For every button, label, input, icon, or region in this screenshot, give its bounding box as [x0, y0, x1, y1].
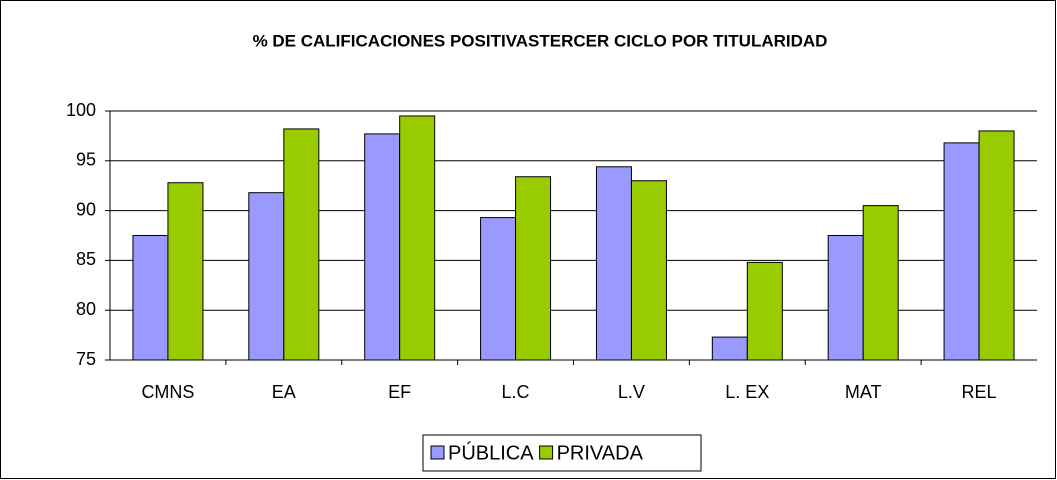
y-tick-label: 100 [66, 100, 96, 120]
bar [283, 128, 320, 361]
bar [167, 182, 204, 361]
y-tick-label: 80 [76, 299, 96, 319]
legend-label: PÚBLICA [448, 441, 534, 464]
x-tick-label: L.C [502, 382, 530, 402]
y-tick-label: 90 [76, 199, 96, 219]
x-tick-label: EF [388, 382, 411, 402]
chart-title: % DE CALIFICACIONES POSITIVASTERCER CICL… [253, 31, 828, 50]
x-tick-label: CMNS [141, 382, 194, 402]
legend-swatch [430, 445, 445, 460]
bar [943, 142, 980, 361]
x-tick-label: REL [962, 382, 997, 402]
bar [480, 217, 517, 361]
bar [364, 133, 401, 361]
bar [862, 205, 899, 361]
bar [827, 235, 864, 361]
legend-label: PRIVADA [557, 442, 644, 464]
bar [132, 235, 169, 361]
bar [595, 166, 632, 361]
bar [711, 336, 748, 361]
bar [515, 176, 552, 361]
y-tick-label: 85 [76, 249, 96, 269]
bar [630, 180, 667, 361]
y-tick-label: 75 [76, 349, 96, 369]
bar [746, 261, 783, 361]
x-tick-label: L.V [618, 382, 645, 402]
y-tick-label: 95 [76, 150, 96, 170]
bar [248, 192, 285, 361]
x-tick-label: L. EX [725, 382, 769, 402]
legend-box [422, 434, 702, 472]
bar [978, 130, 1015, 361]
x-tick-label: EA [272, 382, 296, 402]
x-tick-label: MAT [845, 382, 882, 402]
legend-swatch [539, 445, 554, 460]
bar [399, 115, 436, 361]
